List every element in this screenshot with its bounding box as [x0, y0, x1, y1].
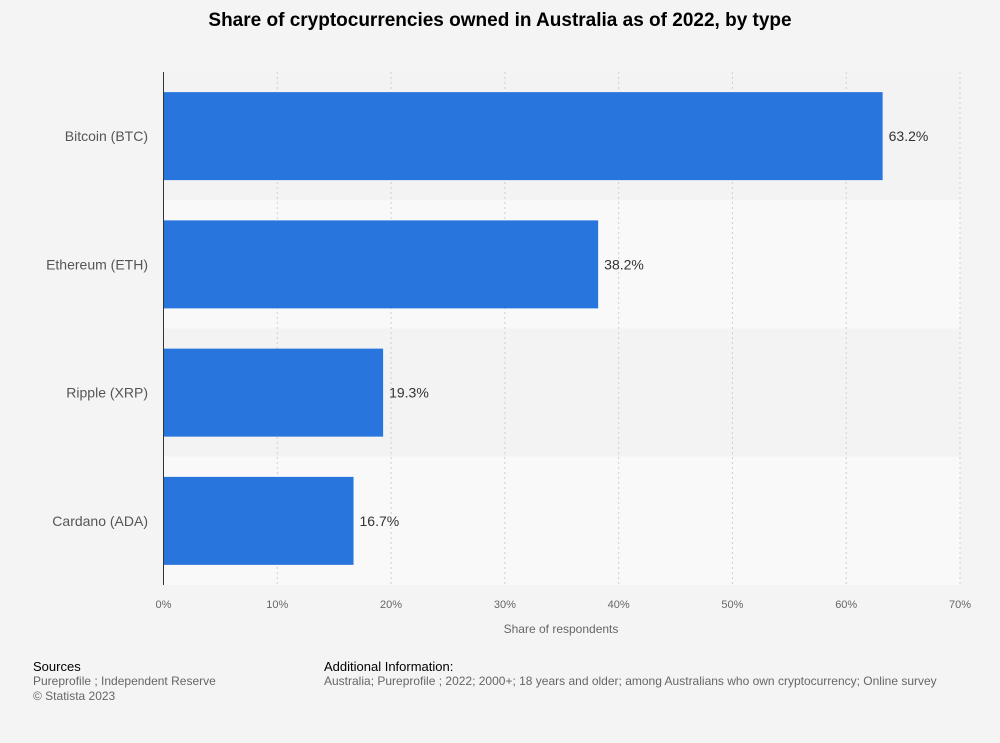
x-tick-label: 50% — [721, 599, 743, 611]
additional-info-heading: Additional Information: — [324, 659, 454, 674]
x-tick-label: 60% — [835, 599, 857, 611]
bar — [164, 220, 599, 309]
x-axis-title: Share of respondents — [504, 622, 619, 636]
sources-block: Sources Pureprofile ; Independent Reserv… — [33, 659, 216, 704]
data-label: 19.3% — [389, 385, 429, 401]
x-tick-label: 70% — [949, 599, 971, 611]
category-label: Ethereum (ETH) — [46, 256, 148, 272]
chart-title: Share of cryptocurrencies owned in Austr… — [208, 10, 792, 31]
labels: 0% 10% 20% 30% 40% 50% 60% 70% Bitcoin (BTC) 63.2… — [46, 128, 971, 611]
bars — [164, 92, 883, 565]
additional-info-block: Additional Information: Australia; Purep… — [324, 659, 937, 689]
x-tick-label: 30% — [494, 599, 516, 611]
bar — [164, 92, 883, 181]
x-tick-label: 0% — [156, 599, 172, 611]
sources-text: Pureprofile ; Independent Reserve — [33, 674, 216, 688]
bar — [164, 476, 354, 565]
x-tick-label: 10% — [266, 599, 288, 611]
copyright-text: © Statista 2023 — [33, 689, 116, 703]
category-label: Cardano (ADA) — [52, 513, 148, 529]
category-label: Bitcoin (BTC) — [65, 128, 148, 144]
x-tick-label: 40% — [608, 599, 630, 611]
data-label: 38.2% — [604, 256, 644, 272]
data-label: 63.2% — [889, 128, 929, 144]
additional-info-text: Australia; Pureprofile ; 2022; 2000+; 18… — [324, 674, 937, 688]
x-tick-label: 20% — [380, 599, 402, 611]
bar-chart: 0% 10% 20% 30% 40% 50% 60% 70% Bitcoin (BTC) 63.2… — [46, 72, 971, 636]
category-label: Ripple (XRP) — [66, 385, 148, 401]
data-label: 16.7% — [360, 513, 400, 529]
bar — [164, 348, 384, 437]
sources-heading: Sources — [33, 659, 81, 674]
